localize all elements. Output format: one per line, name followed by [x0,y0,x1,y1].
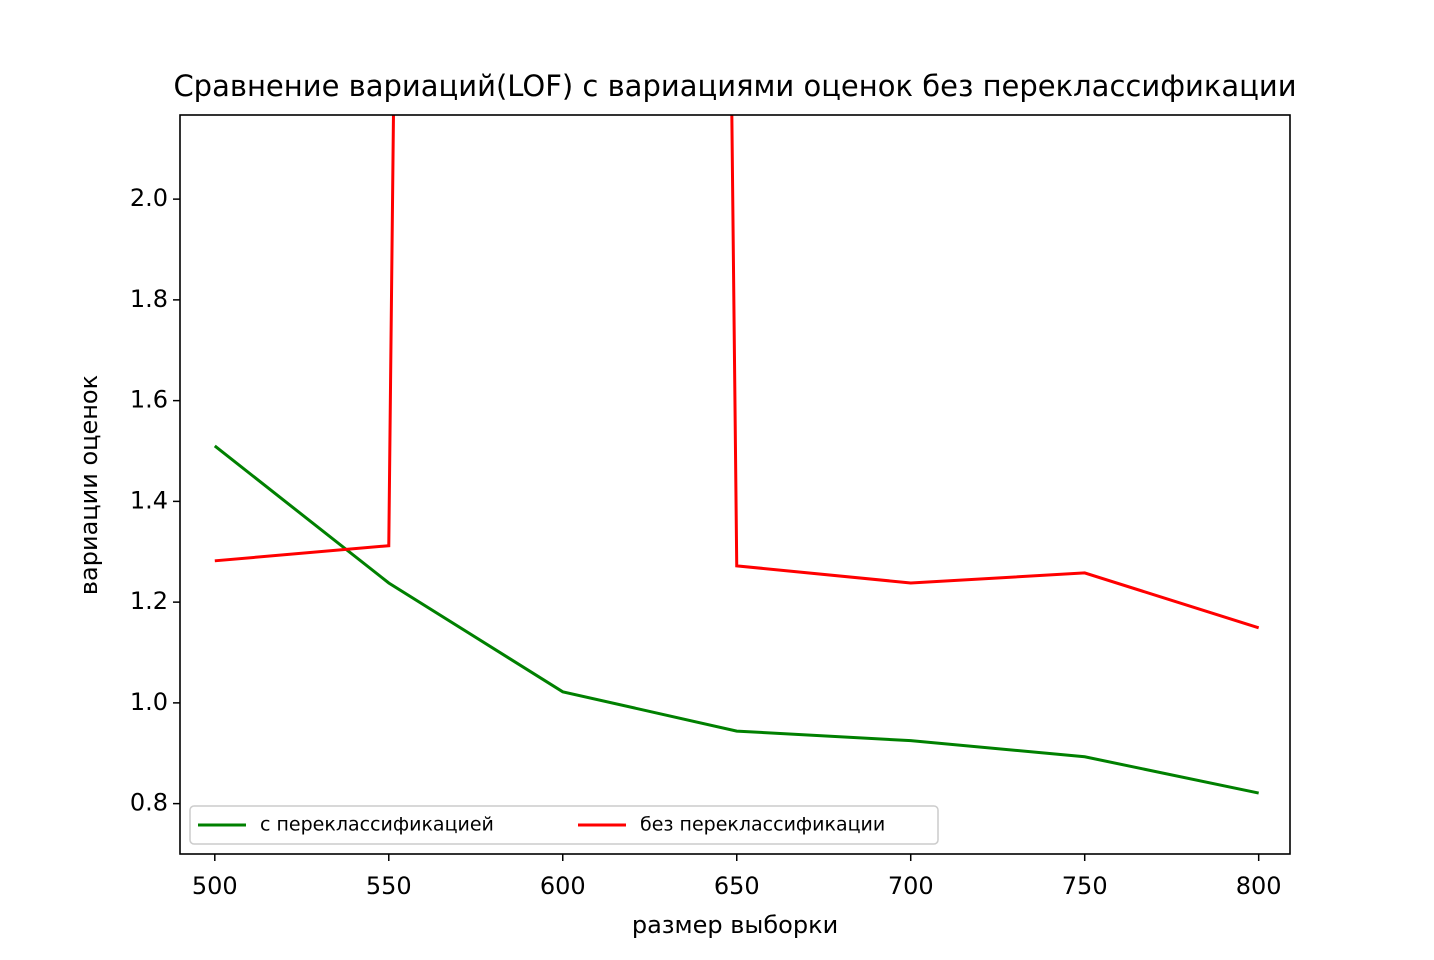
y-tick-label: 2.0 [130,184,168,212]
series-line [214,115,1260,630]
y-tick-label: 1.2 [130,587,168,615]
y-tick-label: 1.8 [130,285,168,313]
plot-frame [179,114,1291,855]
legend-label: с переклассификацией [260,814,494,836]
y-tick-label: 1.0 [130,688,168,716]
series-line [213,444,1259,795]
chart-title: Сравнение вариаций(LOF) с вариациями оце… [173,69,1296,103]
y-tick-label: 1.6 [130,386,168,414]
x-tick-label: 500 [192,872,238,900]
y-axis-label: вариации оценок [75,375,103,595]
y-tick-label: 1.4 [130,486,168,514]
x-tick-label: 700 [888,872,934,900]
x-tick-label: 600 [540,872,586,900]
legend-label: без переклассификации [640,814,885,836]
x-tick-label: 750 [1062,872,1108,900]
legend [189,805,939,845]
x-tick-label: 800 [1236,872,1282,900]
y-tick-label: 0.8 [130,789,168,817]
x-axis-label: размер выборки [632,911,838,939]
x-tick-label: 550 [366,872,412,900]
plot-area [213,115,1260,795]
x-tick-label: 650 [714,872,760,900]
